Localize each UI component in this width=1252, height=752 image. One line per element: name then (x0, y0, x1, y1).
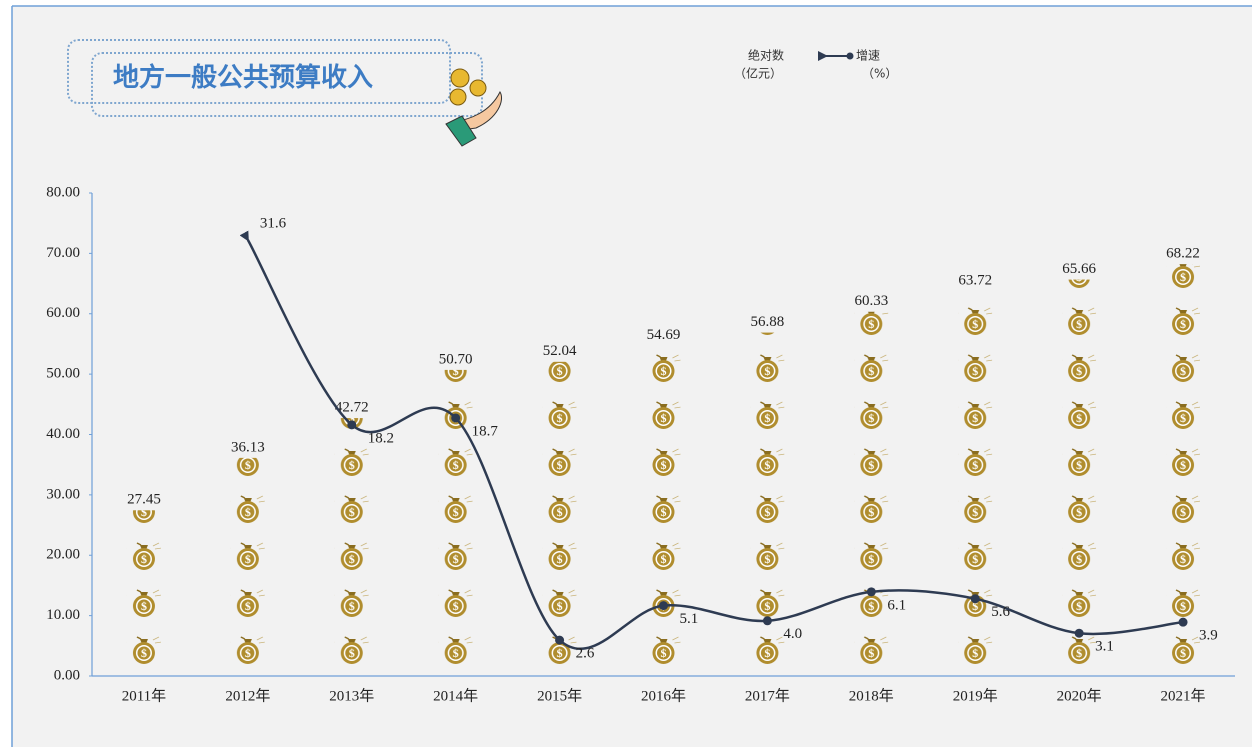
x-tick-label: 2019年 (953, 687, 998, 704)
data-label: 3.1 (1095, 639, 1114, 655)
y-tick-label: 30.00 (46, 486, 80, 502)
data-label: 5.6 (991, 604, 1010, 620)
x-tick-label: 2016年 (641, 687, 686, 704)
pictograph-bar (1166, 264, 1200, 676)
y-tick-label: 40.00 (46, 426, 80, 442)
x-tick-label: 2014年 (433, 687, 478, 704)
pictograph-bar (647, 346, 681, 676)
line-point (971, 594, 980, 603)
data-label: 65.66 (1062, 261, 1096, 277)
legend-unit: （亿元） (734, 66, 782, 81)
data-label: 27.45 (127, 492, 161, 508)
x-tick-label: 2018年 (849, 687, 894, 704)
pictograph-bar (127, 510, 161, 676)
y-tick-label: 20.00 (46, 547, 80, 563)
y-tick-label: 0.00 (54, 667, 80, 683)
pictograph-bar (335, 418, 369, 676)
y-tick-label: 70.00 (46, 245, 80, 261)
line-point (451, 413, 460, 422)
chart: $ $ $ (0, 0, 1252, 747)
page: {"chart_data": { "type": "pictograph-bar… (0, 0, 1252, 747)
data-label: 60.33 (854, 293, 888, 309)
x-tick-label: 2012年 (225, 687, 270, 704)
x-tick-label: 2011年 (122, 687, 166, 704)
data-label: 6.1 (887, 597, 906, 613)
legend-label: 增速 (856, 49, 880, 63)
data-label: 4.0 (783, 626, 802, 642)
y-tick-label: 60.00 (46, 305, 80, 321)
data-label: 3.9 (1199, 628, 1218, 644)
data-label: 18.2 (368, 430, 394, 446)
legend-unit: （%） (862, 67, 897, 81)
line-point (659, 601, 668, 610)
data-label: 52.04 (543, 343, 577, 359)
pictograph-bar (543, 362, 577, 676)
line-point (555, 636, 564, 645)
pictograph-bar (1062, 280, 1096, 676)
data-label: 54.69 (647, 327, 681, 343)
x-tick-label: 2013年 (329, 687, 374, 704)
data-label: 36.13 (231, 439, 265, 455)
line-point (1179, 618, 1188, 627)
line-point (1075, 629, 1084, 638)
data-label: 31.6 (260, 215, 287, 231)
x-tick-label: 2021年 (1161, 687, 1206, 704)
x-tick-label: 2020年 (1057, 687, 1102, 704)
pictograph-bar (854, 312, 888, 676)
chart-title: 地方一般公共预算收入 (113, 62, 373, 92)
y-tick-label: 10.00 (46, 607, 80, 623)
y-tick-label: 80.00 (46, 184, 80, 200)
line-point (347, 420, 356, 429)
data-label: 5.1 (680, 611, 699, 627)
data-label: 63.72 (958, 273, 992, 289)
data-label: 18.7 (472, 423, 499, 439)
x-tick-label: 2017年 (745, 687, 790, 704)
pictograph-bar (958, 291, 992, 676)
pictograph-bar (231, 458, 265, 676)
line-point (867, 587, 876, 596)
data-label: 50.70 (439, 351, 473, 367)
data-label: 56.88 (751, 314, 785, 330)
legend-symbol (847, 53, 854, 60)
y-tick-label: 50.00 (46, 366, 80, 382)
x-tick-label: 2015年 (537, 687, 582, 704)
data-label: 2.6 (576, 646, 595, 662)
data-label: 68.22 (1166, 246, 1200, 262)
legend-label: 绝对数 (748, 48, 784, 63)
line-point (763, 616, 772, 625)
